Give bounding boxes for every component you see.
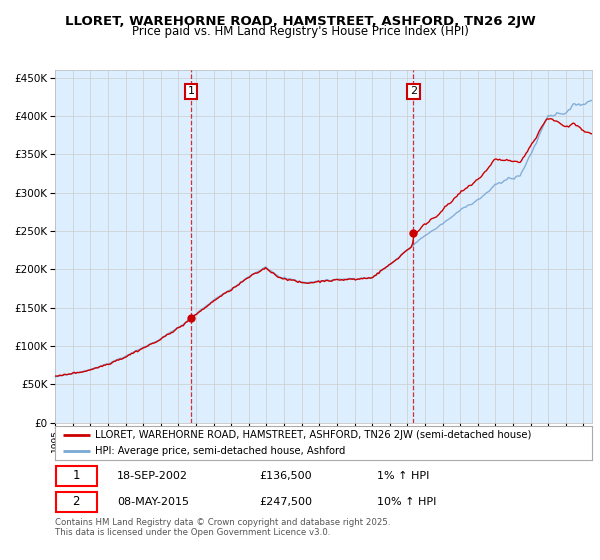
Text: £136,500: £136,500 — [259, 471, 312, 481]
Text: 08-MAY-2015: 08-MAY-2015 — [117, 497, 189, 507]
Text: 1% ↑ HPI: 1% ↑ HPI — [377, 471, 430, 481]
Text: 2: 2 — [73, 495, 80, 508]
Text: Price paid vs. HM Land Registry's House Price Index (HPI): Price paid vs. HM Land Registry's House … — [131, 25, 469, 38]
Text: LLORET, WAREHORNE ROAD, HAMSTREET, ASHFORD, TN26 2JW (semi-detached house): LLORET, WAREHORNE ROAD, HAMSTREET, ASHFO… — [95, 430, 532, 440]
Text: HPI: Average price, semi-detached house, Ashford: HPI: Average price, semi-detached house,… — [95, 446, 346, 456]
Text: 1: 1 — [188, 86, 194, 96]
Text: 10% ↑ HPI: 10% ↑ HPI — [377, 497, 437, 507]
Text: 18-SEP-2002: 18-SEP-2002 — [117, 471, 188, 481]
Text: Contains HM Land Registry data © Crown copyright and database right 2025.
This d: Contains HM Land Registry data © Crown c… — [55, 518, 391, 538]
FancyBboxPatch shape — [56, 466, 97, 486]
Text: LLORET, WAREHORNE ROAD, HAMSTREET, ASHFORD, TN26 2JW: LLORET, WAREHORNE ROAD, HAMSTREET, ASHFO… — [65, 15, 535, 27]
Text: 2: 2 — [410, 86, 417, 96]
Text: 1: 1 — [73, 469, 80, 483]
FancyBboxPatch shape — [56, 492, 97, 511]
Text: £247,500: £247,500 — [259, 497, 312, 507]
